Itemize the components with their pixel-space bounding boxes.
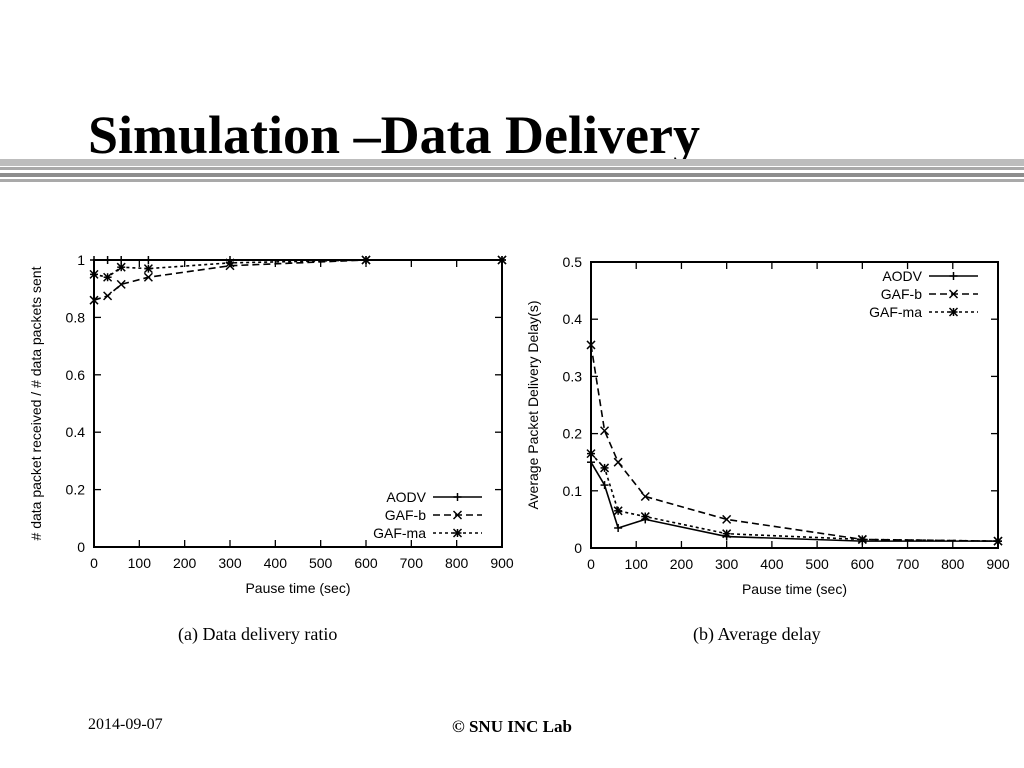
chart-a-series-gaf-ma-point xyxy=(361,255,371,265)
chart-b-y-tick-label: 0.1 xyxy=(563,483,583,499)
chart-b-series-gaf-b-point xyxy=(600,426,610,436)
chart-a-series-gaf-ma-point xyxy=(103,272,113,282)
chart-a-x-tick-label: 900 xyxy=(490,555,514,571)
chart-a-series-gaf-b-point xyxy=(103,291,113,301)
chart-b-x-tick-label: 600 xyxy=(851,556,875,572)
chart-b-y-axis-label: Average Packet Delivery Delay(s) xyxy=(525,300,541,509)
chart-a-x-tick-label: 600 xyxy=(354,555,378,571)
chart-b-series-gaf-b-point xyxy=(640,491,650,502)
chart-a-series-gaf-ma-point xyxy=(89,269,99,279)
chart-b-series-aodv-point xyxy=(614,523,623,532)
chart-a-series-gaf-ma-point xyxy=(116,262,126,272)
chart-b-legend-marker xyxy=(949,272,958,280)
chart-a-series-gaf-b-point xyxy=(143,272,153,282)
chart-b-caption: (b) Average delay xyxy=(693,624,821,644)
average-delay-chart: 0 100 200 300 400 500 600 700 800 900 0 0.1 0.2 0.3 0.… xyxy=(525,254,1010,597)
chart-b-series-gaf-b-point xyxy=(586,340,596,350)
chart-b-x-axis-label: Pause time (sec) xyxy=(742,581,847,597)
chart-b-series-gaf-b-point xyxy=(722,514,732,524)
chart-b-y-tick-label: 0 xyxy=(574,540,582,556)
chart-a-caption: (a) Data delivery ratio xyxy=(178,624,338,644)
chart-b-legend-label: AODV xyxy=(882,268,922,284)
chart-b-y-tick-label: 0.4 xyxy=(563,311,583,327)
chart-b-y-tick-label: 0.5 xyxy=(563,254,583,270)
chart-a-series-gaf-ma-point xyxy=(225,258,235,268)
chart-a-series-aodv-point xyxy=(144,256,153,264)
chart-b-plot-frame xyxy=(590,261,999,549)
chart-b-series-gaf-ma-point xyxy=(857,534,867,544)
chart-a-series-aodv-point xyxy=(103,256,112,264)
chart-b-series-gaf-ma-point xyxy=(722,529,732,539)
chart-b-legend-label: GAF-ma xyxy=(869,304,922,320)
chart-a-series-aodv-point xyxy=(90,256,98,264)
footer-date: 2014-09-07 xyxy=(88,716,163,733)
chart-a-x-axis-label: Pause time (sec) xyxy=(245,580,350,596)
chart-b-series-gaf-b-line xyxy=(590,344,999,542)
chart-b-x-tick-label: 100 xyxy=(625,556,649,572)
chart-a-y-tick-label: 0.2 xyxy=(66,482,86,498)
chart-b-series-gaf-ma-point xyxy=(613,506,623,516)
chart-b-x-tick-label: 400 xyxy=(760,556,784,572)
chart-b-x-tick-label: 900 xyxy=(986,556,1010,572)
chart-a-x-tick-label: 0 xyxy=(90,555,98,571)
title-rule xyxy=(0,179,1024,182)
chart-a-x-tick-label: 800 xyxy=(445,555,469,571)
delivery-ratio-chart: 0 100 200 300 400 500 600 700 800 900 0 0.2 0.4 0.6 0.… xyxy=(28,252,514,596)
chart-a-x-tick-label: 200 xyxy=(173,555,197,571)
chart-a-series-gaf-ma-point xyxy=(497,255,507,265)
chart-b-legend-label: GAF-b xyxy=(881,286,922,302)
chart-a-y-tick-label: 0.6 xyxy=(66,367,86,383)
chart-b-series-gaf-ma-line xyxy=(590,453,999,542)
chart-b-legend-marker xyxy=(948,307,959,317)
chart-b-series-gaf-b-point xyxy=(613,457,623,467)
chart-b-x-tick-label: 700 xyxy=(896,556,920,572)
chart-a-series-gaf-b-point xyxy=(116,279,126,289)
chart-b-x-tick-label: 200 xyxy=(670,556,694,572)
chart-b-series-aodv-point xyxy=(600,481,609,490)
chart-a-legend-label: GAF-ma xyxy=(373,525,426,541)
chart-b-y-tick-label: 0.3 xyxy=(563,368,583,384)
chart-b-series-gaf-ma-point xyxy=(993,536,1003,546)
chart-a-x-tick-label: 300 xyxy=(218,555,242,571)
chart-b-series-gaf-ma-point xyxy=(600,463,610,473)
chart-a-series-gaf-ma-point xyxy=(143,264,153,274)
chart-b-x-tick-label: 500 xyxy=(805,556,829,572)
chart-b-y-tick-label: 0.2 xyxy=(563,426,583,442)
chart-a-x-tick-label: 700 xyxy=(400,555,424,571)
chart-b-x-tick-label: 300 xyxy=(715,556,739,572)
chart-b-series-aodv-point xyxy=(587,458,595,467)
title-rule xyxy=(0,167,1024,170)
slide-title: Simulation –Data Delivery xyxy=(88,105,700,165)
chart-b-series-gaf-ma-point xyxy=(640,512,650,522)
chart-a-y-tick-label: 0.8 xyxy=(66,309,86,325)
footer-copyright: © SNU INC Lab xyxy=(452,717,572,736)
chart-a-legend-label: AODV xyxy=(386,489,426,505)
chart-a-y-tick-label: 1 xyxy=(77,252,85,268)
title-rule xyxy=(0,159,1024,166)
chart-b-x-tick-label: 0 xyxy=(587,556,595,572)
chart-a-x-tick-label: 500 xyxy=(309,555,333,571)
chart-b-series-gaf-ma-point xyxy=(586,449,596,459)
chart-a-legend-label: GAF-b xyxy=(385,507,426,523)
chart-a-x-tick-label: 100 xyxy=(128,555,152,571)
chart-a-legend-marker xyxy=(452,528,463,538)
chart-a-y-tick-label: 0 xyxy=(77,539,85,555)
chart-a-legend-marker xyxy=(453,493,462,501)
chart-a-series-gaf-b-point xyxy=(89,295,99,305)
chart-a-legend-marker xyxy=(452,510,463,520)
chart-a-series-aodv-point xyxy=(117,256,126,264)
chart-a-y-axis-label: # data packet received / # data packets … xyxy=(28,266,44,540)
chart-b-x-tick-label: 800 xyxy=(941,556,965,572)
chart-a-x-tick-label: 400 xyxy=(264,555,288,571)
chart-a-y-tick-label: 0.4 xyxy=(66,424,86,440)
chart-b-legend-marker xyxy=(948,289,959,299)
chart-b-series-aodv-line xyxy=(590,461,998,542)
title-rule xyxy=(0,173,1024,177)
